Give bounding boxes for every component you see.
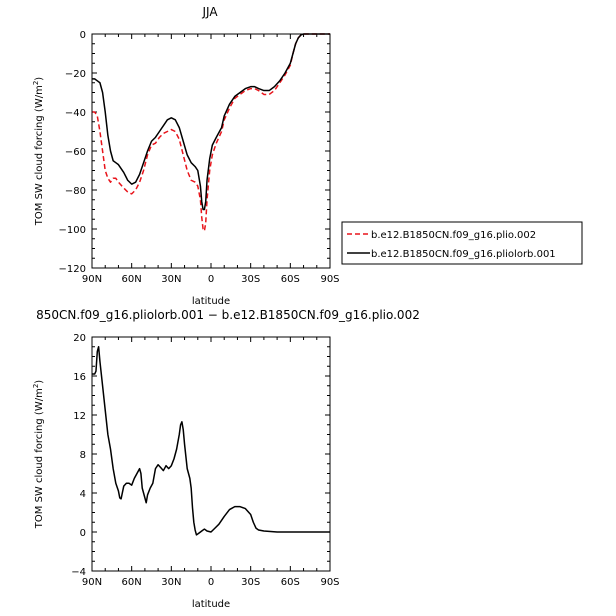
chart-top-axes: 90N 60N 30N 0 30S 60S 90S 0 −20 −40 −60 −80 −100 −120	[59, 30, 340, 285]
y-tick-label: 16	[73, 372, 86, 383]
y-tick-label: 20	[73, 333, 86, 344]
legend-label-plio: b.e12.B1850CN.f09_g16.plio.002	[371, 230, 536, 241]
x-tick-label: 30S	[241, 274, 260, 285]
chart-bottom-frame	[91, 336, 331, 572]
series-line-1	[92, 33, 330, 211]
y-tick-label: −40	[65, 108, 86, 119]
x-tick-label: 60N	[122, 577, 142, 588]
x-tick-label: 30N	[161, 274, 181, 285]
chart-top-series	[92, 33, 330, 232]
x-tick-label: 90N	[82, 274, 102, 285]
chart-top: JJA 90N 60N 30N 0 30S 60S 90S 0 −20 −40 −60 −80 −100…	[32, 5, 340, 307]
x-tick-label: 60S	[281, 577, 300, 588]
chart-bottom-series	[92, 346, 330, 536]
y-tick-label: 12	[73, 411, 86, 422]
series-line-0	[92, 346, 330, 536]
chart-bottom-xlabel: latitude	[192, 599, 230, 610]
x-tick-label: 90N	[82, 577, 102, 588]
x-tick-label: 0	[208, 577, 214, 588]
chart-bottom-title: 850CN.f09_g16.pliolorb.001 − b.e12.B1850…	[36, 308, 420, 322]
y-tick-label: 0	[80, 30, 86, 41]
y-tick-label: −4	[71, 567, 86, 578]
y-tick-label: −80	[65, 186, 86, 197]
y-tick-label: −120	[59, 264, 86, 275]
y-tick-label: −100	[59, 225, 86, 236]
x-tick-label: 0	[208, 274, 214, 285]
x-tick-label: 30N	[161, 577, 181, 588]
x-tick-label: 60S	[281, 274, 300, 285]
x-tick-label: 30S	[241, 577, 260, 588]
series-line-0	[92, 33, 330, 232]
legend-label-pliolorb: b.e12.B1850CN.f09_g16.pliolorb.001	[371, 249, 556, 260]
chart-top-ylabel: TOM SW cloud forcing (W/m2)	[32, 77, 45, 227]
legend: b.e12.B1850CN.f09_g16.plio.002 b.e12.B18…	[341, 221, 583, 265]
chart-bottom: 850CN.f09_g16.pliolorb.001 − b.e12.B1850…	[32, 308, 420, 610]
x-tick-label: 90S	[320, 577, 339, 588]
chart-top-title: JJA	[201, 5, 218, 19]
chart-bottom-ylabel: TOM SW cloud forcing (W/m2)	[32, 380, 45, 530]
y-tick-label: 0	[80, 528, 86, 539]
x-tick-label: 60N	[122, 274, 142, 285]
y-tick-label: 8	[80, 450, 86, 461]
y-tick-label: −60	[65, 147, 86, 158]
legend-box	[341, 221, 583, 265]
chart-top-frame	[91, 33, 331, 269]
y-tick-label: −20	[65, 69, 86, 80]
chart-top-xlabel: latitude	[192, 296, 230, 307]
x-tick-label: 90S	[320, 274, 339, 285]
y-tick-label: 4	[80, 489, 86, 500]
